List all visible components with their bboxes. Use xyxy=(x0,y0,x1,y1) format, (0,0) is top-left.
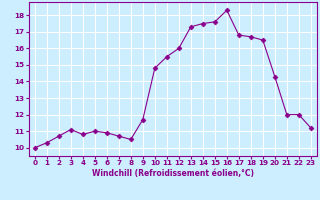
X-axis label: Windchill (Refroidissement éolien,°C): Windchill (Refroidissement éolien,°C) xyxy=(92,169,254,178)
